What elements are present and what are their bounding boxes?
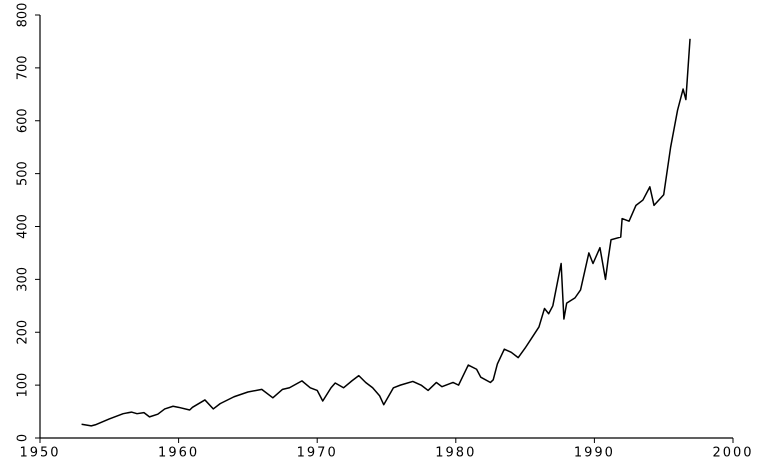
line bbox=[81, 38, 691, 427]
x-tick-label: 2000 bbox=[712, 446, 753, 461]
y-tick-label: 300 bbox=[16, 267, 31, 292]
y-tick-label: 200 bbox=[16, 320, 31, 345]
y-tick-label: 700 bbox=[16, 55, 31, 80]
y-tick-label: 800 bbox=[16, 3, 31, 28]
x-tick-label: 1960 bbox=[158, 446, 199, 461]
y-tick-label: 500 bbox=[16, 161, 31, 186]
x-tick-label: 1950 bbox=[19, 446, 60, 461]
y-tick-label: 100 bbox=[16, 373, 31, 398]
x-tick-label: 1980 bbox=[435, 446, 476, 461]
x-tick-label: 1970 bbox=[297, 446, 338, 461]
y-tick-label: 0 bbox=[16, 434, 31, 442]
y-tick-label: 600 bbox=[16, 108, 31, 133]
y-tick-label: 400 bbox=[16, 214, 31, 239]
x-tick-label: 1990 bbox=[574, 446, 615, 461]
